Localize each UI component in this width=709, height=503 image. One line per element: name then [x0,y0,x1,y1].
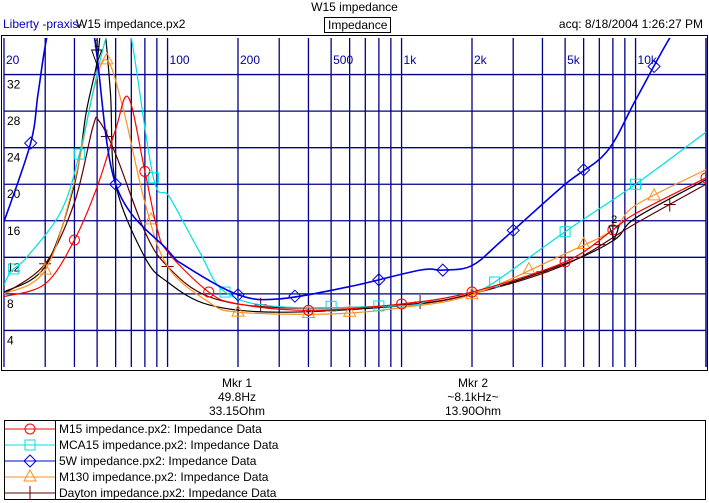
x-tick-label: 100 [170,53,190,67]
plus-legend-icon [5,486,55,500]
square-legend-icon [5,439,55,451]
square-marker [559,226,571,238]
marker-2-triangle-icon[interactable] [608,225,620,242]
triangle-marker [342,304,357,317]
marker-2-number: 2 [611,214,617,226]
diamond-marker [23,136,38,150]
circle-legend-icon [5,423,55,435]
file-name: W15 impedance.px2 [76,17,186,31]
marker-2-label: Mkr 2 [458,376,488,390]
triangle-marker [23,469,37,482]
legend-label: M15 impedance.px2: Impedance Data [59,422,262,436]
square-marker [325,300,337,312]
legend-label: M130 impedance.px2: Impedance Data [59,470,269,484]
diamond-marker [436,263,450,277]
square-marker [147,172,159,184]
marker-1-value: 33.15Ohm [208,404,266,418]
circle-marker [203,286,215,298]
x-tick-label: 5k [567,53,581,67]
legend-label: Dayton impedance.px2: Impedance Data [59,486,277,500]
legend-item[interactable]: Dayton impedance.px2: Impedance Data [5,485,705,501]
circle-marker [139,165,151,177]
legend-item[interactable]: M15 impedance.px2: Impedance Data [5,421,705,437]
diamond-marker [647,59,661,74]
diamond-legend-icon [5,454,55,468]
acquisition-time: acq: 8/18/2004 1:26:27 PM [558,17,703,31]
triangle-marker [38,262,53,275]
circle-marker [466,286,478,298]
circle-marker [24,423,36,435]
diamond-marker [288,289,302,303]
marker-1-number: 1 [94,38,100,50]
circle-marker [700,172,706,184]
circle-marker [559,256,571,268]
marker-1-triangle-icon[interactable] [91,49,103,66]
mode-button[interactable]: Impedance [324,17,392,33]
y-tick-label: 32 [7,78,21,92]
triangle-marker [576,236,591,249]
y-tick-label: 4 [7,333,14,347]
y-tick-label: 16 [7,224,21,238]
y-tick-label: 24 [7,151,21,165]
x-tick-label: 1k [404,53,418,67]
legend-item[interactable]: MCA15 impedance.px2: Impedance Data [5,437,705,453]
x-tick-label: 2k [474,53,488,67]
diamond-marker [576,163,591,177]
circle-marker [68,234,80,246]
marker-1-freq: 49.8Hz [217,390,257,404]
diamond-marker [231,288,245,302]
y-tick-label: 8 [7,297,14,311]
series-line-square [4,38,706,309]
marker-2-freq: ~8.1kHz~ [447,390,499,404]
legend-label: MCA15 impedance.px2: Impedance Data [59,438,279,452]
marker-1-label: Mkr 1 [222,376,252,390]
marker-1-readout: Mkr 1 49.8Hz 33.15Ohm [177,376,297,418]
triangle-legend-icon [5,469,55,482]
diamond-marker [108,177,123,191]
marker-2-value: 13.90Ohm [444,404,502,418]
x-tick-label: 200 [240,53,260,67]
circle-marker [302,304,314,316]
square-marker [489,276,501,288]
square-marker [24,439,36,451]
plot-frame [1,35,708,371]
y-tick-label: 28 [7,114,21,128]
x-tick-label: 10k [638,53,658,67]
series-line-reference [4,38,706,313]
diamond-marker [372,273,386,287]
diamond-marker [506,223,520,238]
marker-2-readout: Mkr 2 ~8.1kHz~ 13.90Ohm [413,376,533,418]
triangle-marker [301,305,316,319]
legend-label: 5W impedance.px2: Impedance Data [59,454,257,468]
series-line-circle [4,95,706,311]
chart-title: W15 impedance [311,0,398,14]
triangle-marker [231,304,245,317]
legend-item[interactable]: M130 impedance.px2: Impedance Data [5,469,705,485]
plus-marker [663,197,676,212]
circle-marker [396,298,408,310]
square-marker [8,263,20,275]
legend: M15 impedance.px2: Impedance Data MCA15 i… [4,420,706,500]
series-line-plus [4,116,706,309]
triangle-marker [99,51,114,65]
square-marker [630,178,642,190]
series-line-diamond [4,38,671,301]
square-marker [73,148,85,160]
triangle-marker [144,211,158,225]
triangle-marker [647,187,661,201]
plus-marker [24,486,36,500]
series-line-triangle [4,59,706,315]
brand-label: Liberty -praxis- [3,17,83,31]
triangle-marker [522,261,536,275]
legend-item[interactable]: 5W impedance.px2: Impedance Data [5,453,705,469]
diamond-marker [23,454,37,468]
x-tick-label: 20 [6,53,20,67]
x-tick-label: 500 [333,53,353,67]
legend-divider [55,421,56,499]
